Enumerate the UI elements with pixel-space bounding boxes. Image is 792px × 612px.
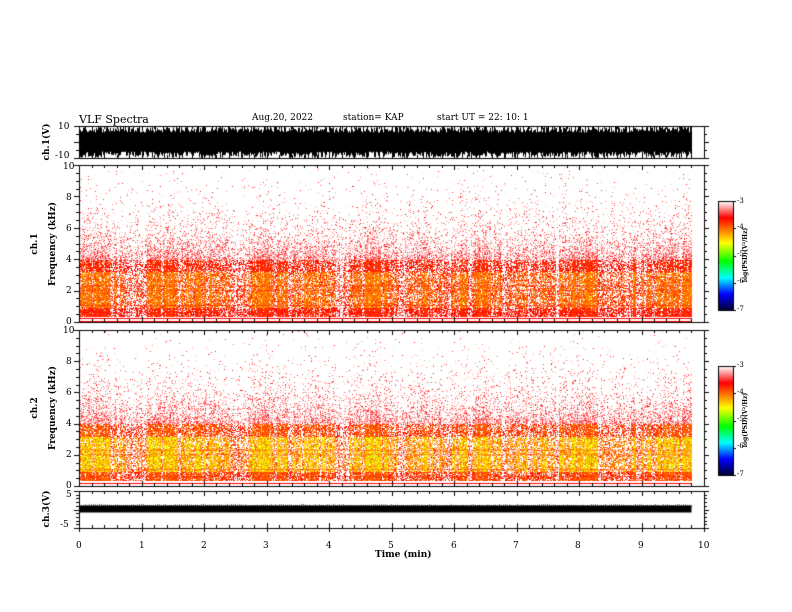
ch2-spec-ytick-0: 0	[66, 481, 72, 491]
xtick-10: 10	[698, 541, 710, 551]
chart-title: VLF Spectra	[79, 113, 149, 126]
ch1-wave-ytick-bottom: -10	[55, 151, 70, 161]
ch1-wave-ytick-top: 10	[58, 122, 70, 132]
ch2-spec-ytick-10: 10	[63, 326, 75, 336]
cb1-tick-m3: -3	[737, 197, 744, 205]
start-time-label: start UT = 22: 10: 1	[437, 113, 529, 123]
xtick-3: 3	[263, 541, 269, 551]
ch2-spec-ytick-6: 6	[66, 388, 72, 398]
xtick-9: 9	[638, 541, 644, 551]
ch2-spec-ytick-8: 8	[66, 357, 72, 367]
cb2-tick-m3: -3	[737, 361, 744, 369]
date-label: Aug.20, 2022	[252, 113, 313, 123]
xtick-4: 4	[326, 541, 332, 551]
cb2-tick-m7: -7	[737, 470, 744, 478]
ch1-wave-ylabel: ch.1(V)	[42, 123, 52, 161]
cb2-label: log(PSD)(V²/Hz)	[742, 392, 749, 448]
ch2-spec-ytick-2: 2	[66, 450, 72, 460]
ch3-ylabel: ch.3(V)	[42, 490, 52, 528]
ch1-spec-ytick-2: 2	[66, 286, 72, 296]
ch2-spec-ylabel: ch.2	[30, 397, 40, 419]
ch1-spec-ytick-0: 0	[66, 317, 72, 327]
ch1-spec-ylabel: ch.1	[30, 233, 40, 255]
cb2-tick-m6: -6	[737, 442, 744, 450]
ch2-spec-ytick-4: 4	[66, 419, 72, 429]
xtick-2: 2	[201, 541, 207, 551]
xtick-7: 7	[513, 541, 519, 551]
xtick-5: 5	[388, 541, 394, 551]
ch3-ytick-m5: -5	[60, 520, 69, 530]
xtick-1: 1	[139, 541, 145, 551]
station-label: station= KAP	[343, 113, 404, 123]
ch1-spec-ytick-8: 8	[66, 193, 72, 203]
xtick-8: 8	[575, 541, 581, 551]
xtick-6: 6	[451, 541, 457, 551]
cb2-tick-m4: -4	[737, 388, 744, 396]
cb1-tick-m6: -6	[737, 277, 744, 285]
x-axis-label: Time (min)	[375, 550, 432, 560]
xtick-0: 0	[76, 541, 82, 551]
ch1-spec-ytick-10: 10	[63, 162, 75, 172]
cb1-tick-m5: -5	[737, 250, 744, 258]
cb1-tick-m4: -4	[737, 223, 744, 231]
cb1-label: log(PSD)(V²/Hz)	[742, 227, 749, 283]
cb1-tick-m7: -7	[737, 305, 744, 313]
ch1-spec-ylabel-freq: Frequency (kHz)	[48, 202, 58, 287]
ch3-ytick-5: 5	[66, 490, 72, 500]
ch1-spec-ytick-4: 4	[66, 255, 72, 265]
ch2-spec-ylabel-freq: Frequency (kHz)	[48, 366, 58, 451]
ch1-spec-ytick-6: 6	[66, 224, 72, 234]
cb2-tick-m5: -5	[737, 415, 744, 423]
